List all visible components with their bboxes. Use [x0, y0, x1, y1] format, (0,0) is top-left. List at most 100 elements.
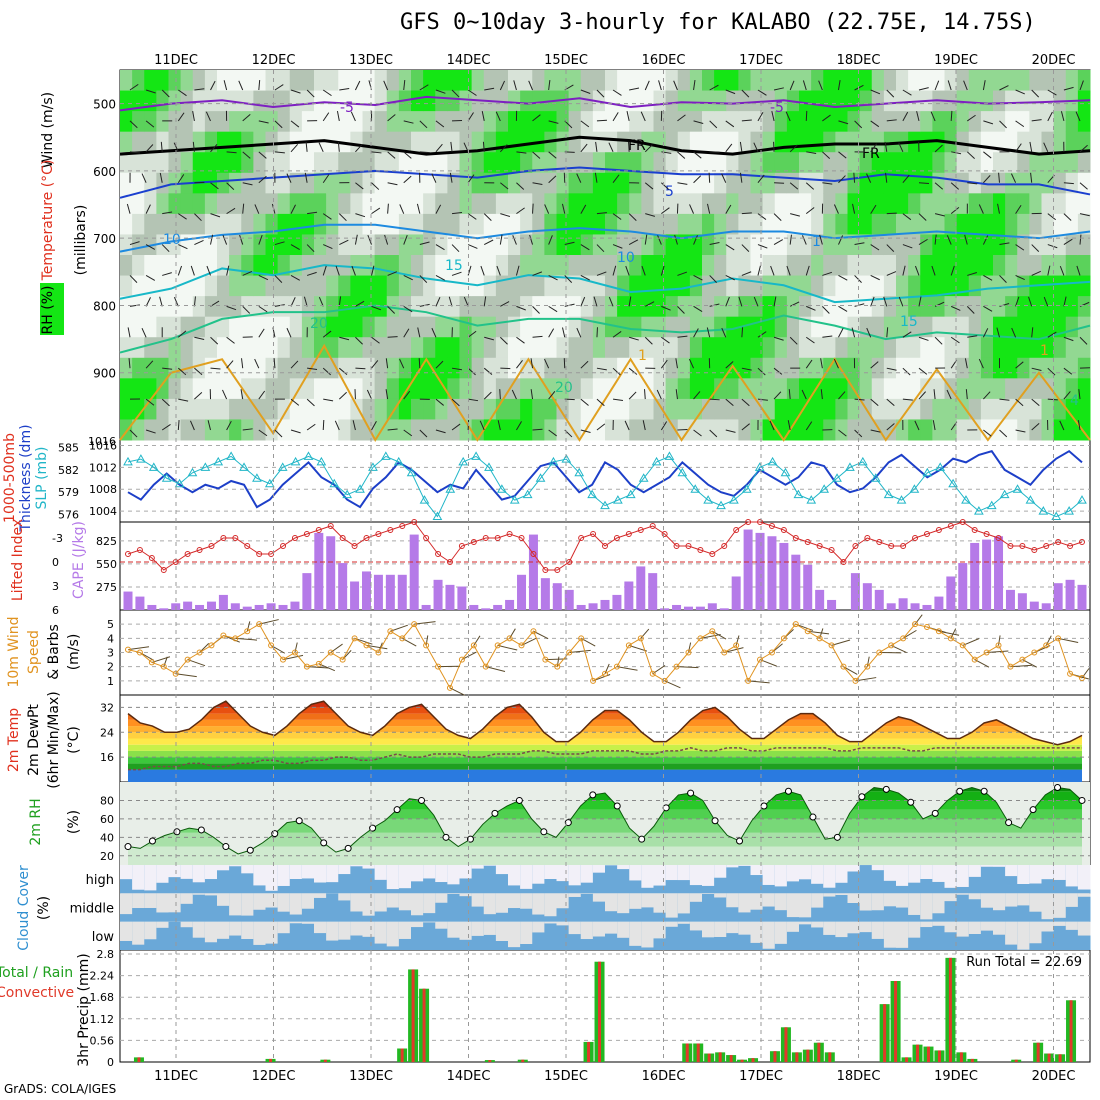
rh-cell [1017, 193, 1030, 215]
wind-barb [947, 80, 952, 91]
rh-cell [447, 275, 460, 297]
wind-barb-10m [163, 656, 168, 667]
rh-cell [847, 152, 861, 174]
wind-barb [516, 151, 527, 154]
rh-cell [908, 111, 921, 133]
wind-barb [290, 204, 296, 214]
cloud-cell-clear [471, 921, 485, 936]
rh-cell [1005, 111, 1018, 133]
cloud-cell [423, 921, 436, 950]
pressure-tick-label: 700 [93, 232, 116, 246]
rh-cell [993, 398, 1006, 420]
cape-bar [123, 591, 133, 610]
rh-cell [277, 296, 291, 318]
cloud-cell [168, 921, 182, 950]
li-marker [1019, 543, 1026, 549]
contour-label: -5 [770, 100, 784, 116]
wind-barb [997, 203, 1000, 214]
contour-label: 20 [555, 380, 573, 396]
cloud-cell-clear [495, 865, 509, 875]
wind-tick-label: 5 [107, 618, 114, 631]
wind-barb [628, 296, 632, 307]
wind-barb [403, 235, 408, 245]
cloud-cell-clear [386, 865, 400, 890]
rh-cell [120, 193, 133, 215]
precip-convective-bar [1014, 1059, 1018, 1062]
bottom-day-label: 18DEC [837, 1069, 881, 1084]
rh-cell [447, 131, 460, 153]
cape-bar [409, 534, 419, 610]
rh-cell [338, 419, 351, 441]
cape-bar [278, 604, 288, 610]
slp-marker [716, 500, 726, 510]
rh-cell [374, 193, 388, 215]
cloud-cell-clear [641, 893, 654, 908]
rh-cell [289, 296, 303, 318]
cloud-cell-clear [1077, 865, 1091, 890]
wind-barb [596, 212, 607, 215]
rh-cell [508, 213, 521, 235]
rh-cell [192, 111, 206, 133]
wind-speed-marker [697, 635, 704, 642]
wind-speed-marker [852, 677, 859, 684]
temp-tick-label: 24 [100, 726, 114, 739]
rh-cell [386, 296, 400, 318]
slp-marker [974, 506, 984, 515]
rh-cell [1041, 70, 1055, 92]
cloud-cell-clear [738, 865, 751, 866]
li-marker [685, 543, 692, 549]
cloud-cell-clear [786, 921, 800, 932]
rh-cell [580, 213, 594, 235]
cloud-cell-clear [192, 893, 206, 895]
rh-cell [702, 172, 715, 194]
wind-barb [548, 235, 553, 245]
wind-barb [1043, 296, 1049, 307]
rh-cell [508, 193, 521, 215]
slp-marker [303, 451, 314, 460]
wind-barb [612, 265, 617, 276]
wind-barb [258, 390, 266, 400]
bottom-day-label: 20DEC [1032, 1069, 1076, 1084]
rh-cell [180, 193, 194, 215]
precip-convective-bar [718, 1052, 722, 1062]
cape-bar [707, 603, 717, 610]
wind-barb [596, 327, 598, 338]
rh-cell [738, 234, 751, 256]
rh-cell [1017, 337, 1030, 359]
rh-cell [398, 296, 412, 318]
wind-barb-10m [748, 680, 770, 684]
rh-cell [1053, 111, 1067, 133]
wind-barb [1015, 143, 1022, 153]
wind-barb [161, 398, 170, 407]
rh-marker [442, 833, 450, 841]
rh-cell [847, 234, 861, 256]
wind-barb [624, 420, 630, 431]
wind-barb [689, 204, 695, 214]
wind-barb [738, 296, 743, 307]
rh-cell [920, 213, 933, 235]
li-marker [125, 551, 131, 557]
wind-speed-line [127, 623, 1083, 690]
wind-barb [384, 234, 389, 245]
cloud-cell-clear [180, 893, 194, 904]
rh-cell [944, 255, 958, 277]
rh-cell [217, 357, 230, 379]
slp-marker [277, 462, 288, 471]
rh-cell [896, 419, 909, 441]
rh-cell [508, 90, 521, 112]
wind-barb [1047, 398, 1058, 401]
slp-marker [174, 478, 185, 488]
slp-marker [380, 451, 391, 460]
wind-barb [1063, 238, 1073, 245]
cloud-cell-clear [156, 865, 169, 883]
wind-barb [451, 398, 460, 407]
wind-barb [194, 336, 205, 341]
rh-cell [823, 275, 836, 297]
rh-cell [1005, 378, 1018, 400]
rh-marker [589, 791, 597, 799]
li-marker [566, 559, 573, 565]
rh-cell [1017, 316, 1030, 338]
wind-barb [548, 305, 558, 313]
cape-bar [421, 604, 431, 610]
